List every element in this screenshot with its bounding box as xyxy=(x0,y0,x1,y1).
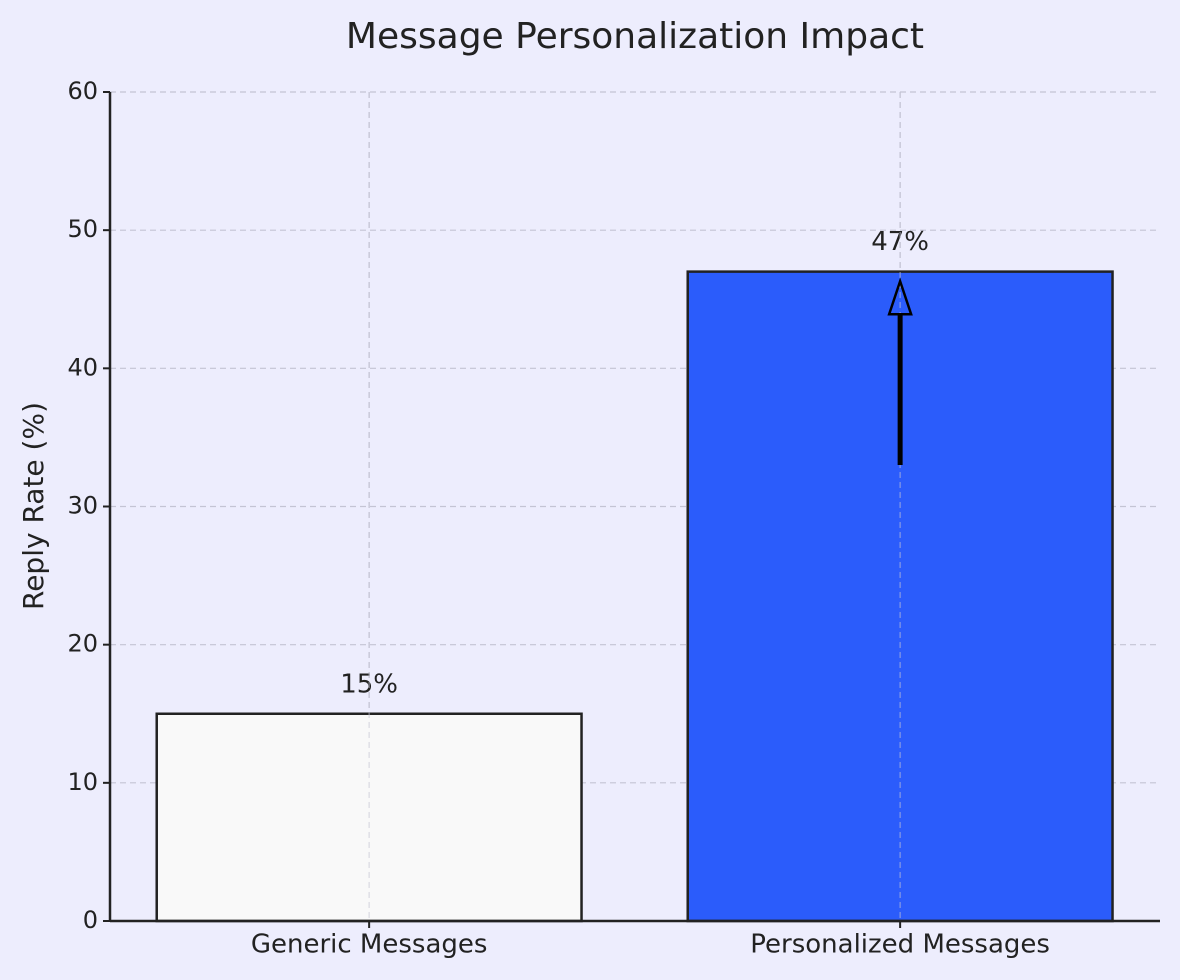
y-tick-label: 20 xyxy=(67,630,98,658)
y-tick-label: 10 xyxy=(67,768,98,796)
arrow-head xyxy=(887,277,913,316)
x-tick-label: Personalized Messages xyxy=(750,930,1050,960)
y-axis-label: Reply Rate (%) xyxy=(17,402,50,610)
y-tick-label: 50 xyxy=(67,215,98,243)
chart-title: Message Personalization Impact xyxy=(346,16,924,57)
x-tick-label: Generic Messages xyxy=(251,930,488,960)
y-tick-label: 0 xyxy=(83,906,98,934)
y-tick-label: 30 xyxy=(67,492,98,520)
y-tick-label: 60 xyxy=(67,77,98,105)
y-tick-label: 40 xyxy=(67,353,98,381)
